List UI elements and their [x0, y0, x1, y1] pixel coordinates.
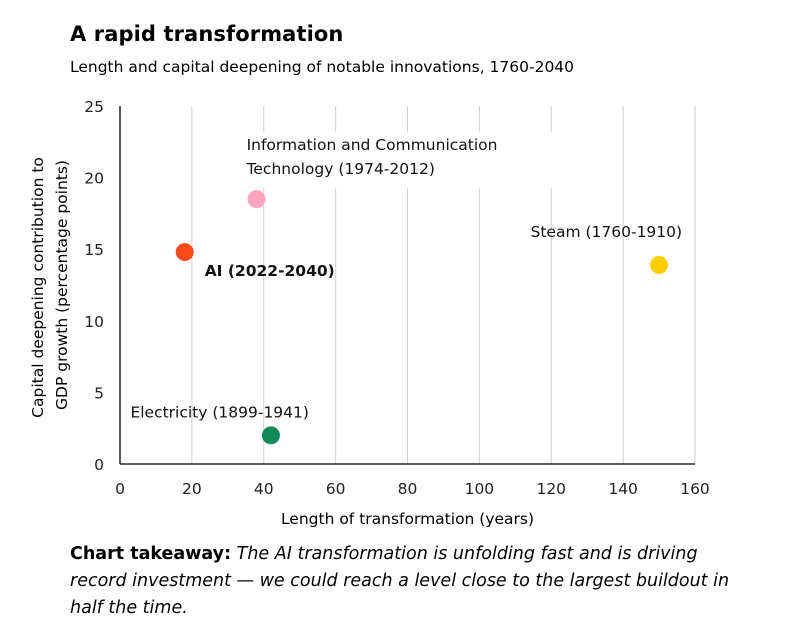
x-axis-title: Length of transformation (years): [281, 510, 534, 528]
x-tick-label: 160: [680, 480, 710, 498]
axis-layer: [119, 106, 695, 465]
y-axis-title-line-1: Capital deepening contribution to: [29, 157, 47, 418]
y-tick-label: 5: [94, 384, 104, 402]
x-tick-label: 20: [182, 480, 202, 498]
data-point: [247, 190, 266, 209]
x-tick-label: 40: [254, 480, 274, 498]
chart-subtitle: Length and capital deepening of notable …: [70, 58, 575, 76]
y-axis-title: Capital deepening contribution to GDP gr…: [29, 152, 71, 418]
y-tick-label: 10: [84, 313, 104, 331]
takeaway-body: The AI transformation is unfolding fast …: [70, 544, 730, 618]
data-point: [261, 426, 280, 445]
point-label-line: Information and Communication: [247, 136, 498, 154]
point-label: AI (2022-2040): [205, 262, 335, 280]
y-tick-label: 20: [84, 170, 104, 188]
point-label-line: Technology (1974-2012): [246, 160, 435, 178]
x-tick-label: 0: [115, 480, 125, 498]
scatter-chart: 0 20 40 60 80 100 120 140 160 0 5 10 15 20 25 AI (2022…: [29, 98, 710, 528]
point-label-line: Steam (1760-1910): [531, 223, 683, 241]
x-tick-label: 60: [326, 480, 346, 498]
label-background: [242, 132, 553, 189]
y-tick-label: 0: [94, 456, 104, 474]
x-tick-label: 100: [465, 480, 495, 498]
point-label: Information and Communication Technology …: [246, 136, 498, 178]
point-label-line: AI (2022-2040): [205, 262, 335, 280]
y-tick-label: 25: [84, 98, 104, 116]
point-label: Steam (1760-1910): [531, 223, 683, 241]
point-layer: [175, 190, 669, 445]
x-tick-label: 120: [536, 480, 566, 498]
x-tick-label: 80: [398, 480, 418, 498]
data-point: [650, 255, 669, 274]
chart-title: A rapid transformation: [70, 22, 344, 46]
chart-takeaway: Chart takeaway: The AI transformation is…: [70, 541, 750, 622]
y-tick-label: 15: [84, 241, 104, 259]
label-layer: AI (2022-2040) Information and Communicat…: [130, 132, 682, 421]
point-label: Electricity (1899-1941): [130, 403, 309, 421]
data-point: [175, 243, 194, 262]
x-tick-label: 140: [608, 480, 638, 498]
y-axis-title-line-2: GDP growth (percentage points): [53, 160, 71, 410]
takeaway-lead: Chart takeaway:: [70, 544, 232, 564]
point-label-line: Electricity (1899-1941): [130, 403, 309, 421]
tick-layer: 0 20 40 60 80 100 120 140 160 0 5 10 15 20 25: [84, 98, 710, 498]
